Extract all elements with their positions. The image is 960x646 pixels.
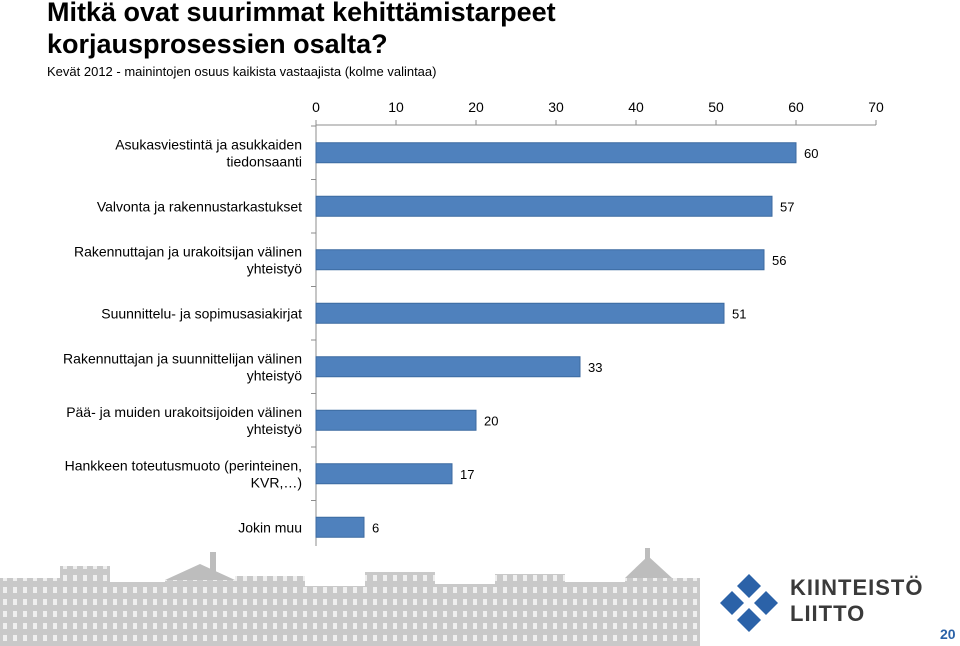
kiinteistoliitto-logo-icon [720,574,778,632]
category-label-line: Rakennuttajan ja urakoitsijan välinen [74,243,302,259]
category-label: Pää- ja muiden urakoitsijoiden välinen yh… [66,404,302,437]
x-tick-label: 30 [548,99,564,115]
x-tick-label: 70 [868,99,884,115]
bar [315,195,773,217]
category-label-line: Suunnittelu- ja sopimusasiakirjat [101,305,302,321]
slide-title: Mitkä ovat suurimmat kehittämistarpeet k… [47,0,556,59]
bar [315,409,477,431]
x-tick-label: 40 [628,99,644,115]
bar [315,142,797,164]
category-label-line: Hankkeen toteutusmuoto (perinteinen, [65,457,302,473]
category-label: Rakennuttajan ja suunnittelijan välinen y… [63,350,302,383]
data-label: 51 [732,306,746,321]
x-tick-label: 20 [468,99,484,115]
logo-line-1: KIINTEISTÖ [790,575,924,600]
bar [315,463,453,485]
bar [315,302,725,324]
x-tick-label: 60 [788,99,804,115]
category-label-line: yhteistyö [247,421,302,437]
category-label: Suunnittelu- ja sopimusasiakirjat [101,305,302,321]
category-label-line: tiedonsaanti [226,153,302,169]
category-label-line: Asukasviestintä ja asukkaiden [115,136,302,152]
category-label-line: KVR,…) [251,474,302,490]
logo-wordmark: KIINTEISTÖ LIITTO [790,577,923,625]
category-label: Rakennuttajan ja urakoitsijan välinen yht… [74,243,302,276]
category-label-line: Pää- ja muiden urakoitsijoiden välinen [66,404,302,420]
bar [315,249,765,271]
category-label: Hankkeen toteutusmuoto (perinteinen, KVR,… [65,457,302,490]
data-label: 6 [372,520,379,535]
data-label: 57 [780,199,794,214]
category-label: Valvonta ja rakennustarkastukset [97,198,302,214]
category-label-line: yhteistyö [247,260,302,276]
bar-chart: 0 10 20 30 40 50 60 70 60 Asukasviestintä ja asuk… [63,99,884,546]
data-label: 17 [460,467,474,482]
category-label-line: Jokin muu [238,519,302,535]
category-label-line: yhteistyö [247,367,302,383]
data-label: 56 [772,253,786,268]
x-tick-label: 10 [388,99,404,115]
bar [315,356,581,378]
data-label: 20 [484,413,498,428]
category-label-line: Rakennuttajan ja suunnittelijan välinen [63,350,302,366]
data-label: 33 [588,360,602,375]
category-label: Jokin muu [238,519,302,535]
data-label: 60 [804,146,818,161]
logo-line-2: LIITTO [790,601,866,626]
x-tick-label: 50 [708,99,724,115]
page-number: 20 [940,626,956,642]
bar [315,516,365,538]
slide-subtitle: Kevät 2012 - mainintojen osuus kaikista … [47,64,437,79]
x-tick-label: 0 [312,99,320,115]
category-label: Asukasviestintä ja asukkaiden tiedonsaant… [115,136,302,169]
category-label-line: Valvonta ja rakennustarkastukset [97,198,302,214]
city-skyline-image [0,548,700,646]
